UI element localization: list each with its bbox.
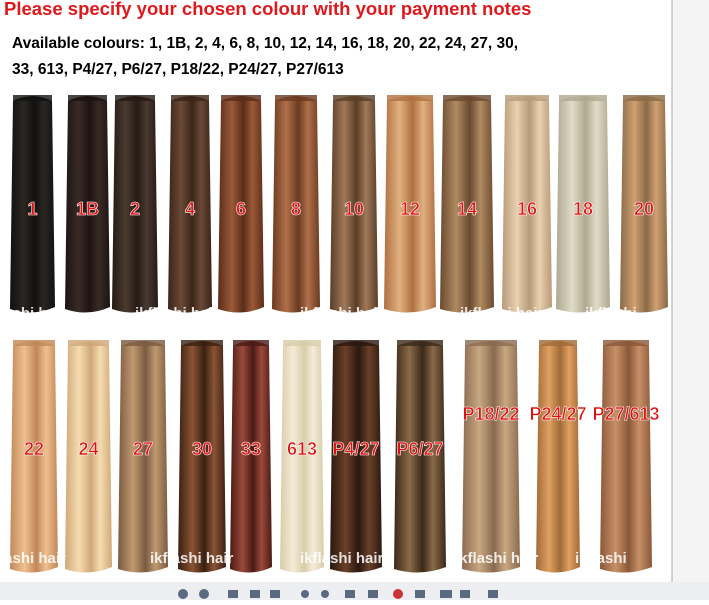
colour-label: P24/27 [529,404,586,424]
colour-label: P27/613 [592,404,659,424]
title: Please specify your chosen colour with y… [4,0,531,19]
toolbar-icons [178,589,498,599]
hair-swatch [112,96,158,313]
colour-label: 1 [27,199,37,219]
hair-swatch [330,96,378,313]
watermark: ikflashi hair [300,550,384,567]
watermark: ikflashi hair [455,550,539,567]
colour-label: 613 [287,439,317,459]
colour-label: 6 [236,199,246,219]
hair-swatch [600,341,652,573]
hair-swatch [462,341,520,573]
swatch-weft [443,95,491,101]
colour-label: 30 [192,439,212,459]
hair-swatch [218,96,264,313]
swatch-weft [13,340,55,346]
watermark: ikflashi [585,305,637,322]
hair-swatch [620,96,668,313]
hair-swatch [118,341,168,573]
swatch-weft [505,95,549,101]
colour-label: 14 [457,199,477,219]
hair-swatch [10,96,55,313]
side-panel [672,0,709,600]
swatch-weft [121,340,165,346]
watermark: ikflashi [575,550,627,567]
hair-swatch [280,341,324,573]
hair-swatch [440,96,494,313]
swatch-weft [333,340,379,346]
colour-label: 10 [344,199,364,219]
colour-label: P18/22 [462,404,519,424]
available-line: Available colours: 1, 1B, 2, 4, 6, 8, 10… [12,35,518,52]
colour-label: 33 [241,439,261,459]
watermark: lashi hair [0,305,66,322]
colour-label: P4/27 [332,439,379,459]
colour-label: 16 [517,199,537,219]
swatch-weft [221,95,261,101]
swatch-weft [559,95,607,101]
swatch-weft [397,340,443,346]
colour-label: 20 [634,199,654,219]
swatch-weft [181,340,223,346]
colour-label: 22 [24,439,44,459]
colour-label: 27 [133,439,153,459]
hair-swatch [502,96,552,313]
hair-swatch [230,341,272,573]
watermark: ikflashi hair [300,305,384,322]
hair-swatch [556,96,610,313]
hair-swatch [10,341,58,573]
watermark: ikflashi hair [460,305,544,322]
swatch-weft [171,95,209,101]
swatch-weft [623,95,665,101]
colour-label: 4 [185,199,195,219]
hair-swatch [384,96,436,313]
swatch-weft [387,95,433,101]
swatch-weft [13,95,52,101]
swatch-weft [68,340,109,346]
swatch-weft [283,340,321,346]
swatch-weft [275,95,317,101]
swatch-weft [465,340,517,346]
colour-label: 12 [400,199,420,219]
swatch-weft [539,340,577,346]
colour-label: P6/27 [396,439,443,459]
swatch-weft [333,95,375,101]
colour-label: 24 [78,439,98,459]
swatch-weft [115,95,155,101]
hair-swatch [65,341,112,573]
hair-swatch [272,96,320,313]
watermark: ikflashi hair [150,550,234,567]
hair-swatch [65,96,110,313]
swatch-weft [603,340,649,346]
colour-label: 18 [573,199,593,219]
swatch-weft [233,340,269,346]
swatch-weft [68,95,107,101]
hair-swatch [536,341,580,573]
colour-label: 8 [291,199,301,219]
watermark: lashi hair [0,550,66,567]
hair-swatch [178,341,226,573]
hair-swatch [394,341,446,573]
available-line: 33, 613, P4/27, P6/27, P18/22, P24/27, P… [12,61,344,78]
colour-label: 1B [76,199,99,219]
hair-swatch [330,341,382,573]
hair-swatch [168,96,212,313]
watermark: ikflashi hair [135,305,219,322]
colour-label: 2 [130,199,140,219]
